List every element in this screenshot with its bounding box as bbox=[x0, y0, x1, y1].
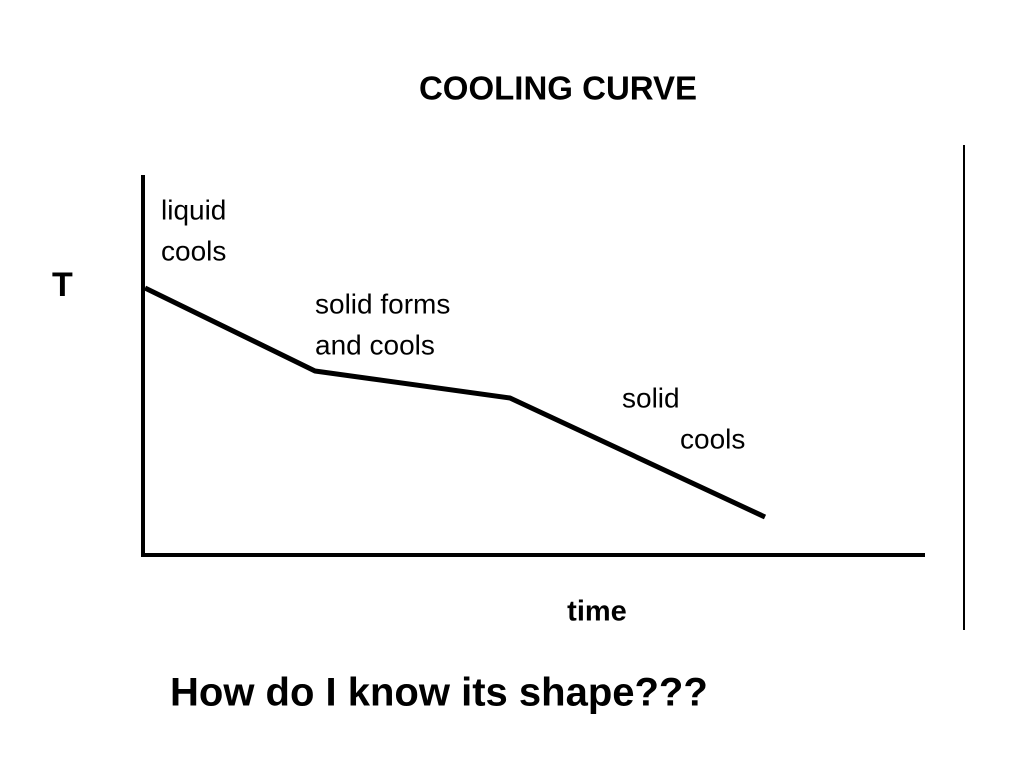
question: How do I know its shape??? bbox=[170, 671, 708, 715]
annotation-line: cools bbox=[161, 235, 226, 266]
y-axis-label: T bbox=[52, 266, 73, 304]
x-axis-label: time bbox=[567, 596, 627, 628]
annotation-line: solid bbox=[622, 382, 680, 413]
cooling-curve bbox=[143, 285, 767, 520]
title: COOLING CURVE bbox=[419, 70, 697, 107]
annotation-line: solid forms bbox=[315, 288, 450, 319]
annotation-line: liquid bbox=[161, 194, 226, 225]
annotation-line: and cools bbox=[315, 329, 435, 360]
annotation-line: cools bbox=[680, 423, 745, 454]
